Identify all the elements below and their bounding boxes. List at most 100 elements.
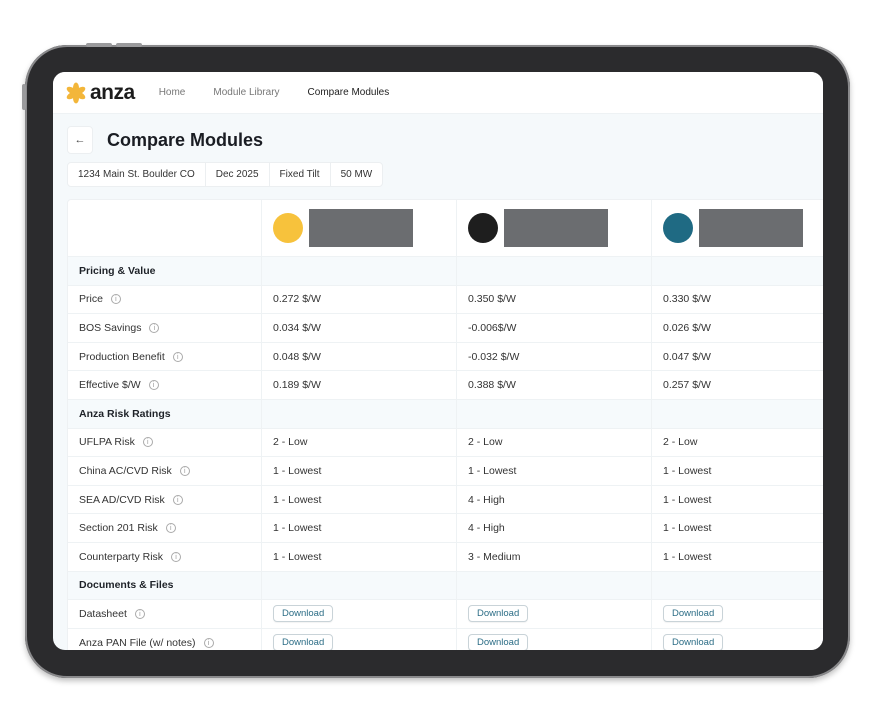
value-cell: 1 - Lowest — [262, 457, 457, 485]
value-cell: 1 - Lowest — [652, 457, 823, 485]
info-icon[interactable]: i — [165, 523, 176, 534]
row-label: China AC/CVD Risk — [79, 464, 172, 477]
empty-cell — [652, 400, 823, 428]
info-icon[interactable]: i — [179, 465, 190, 476]
row-label-cell: Price i — [68, 285, 262, 314]
volume-button — [86, 43, 112, 47]
info-icon[interactable]: i — [142, 437, 153, 448]
empty-cell — [262, 399, 457, 428]
section-title: Anza Risk Ratings — [68, 399, 262, 428]
value-cell: 1 - Lowest — [262, 542, 457, 571]
empty-cell — [652, 257, 823, 285]
info-icon[interactable]: i — [171, 551, 182, 562]
row-label: Effective $/W — [79, 379, 141, 392]
comparison-table: Pricing & Value Price i 0.272 $/W 0.350 $/W 0… — [67, 199, 823, 650]
value-cell: 1 - Lowest — [652, 543, 823, 571]
value-cell: 0.388 $/W — [457, 371, 652, 399]
table-row: Effective $/W i 0.189 $/W 0.388 $/W 0.257 $/… — [68, 371, 823, 400]
row-label-cell: Datasheet i — [68, 600, 262, 628]
empty-cell — [652, 572, 823, 600]
module-header[interactable] — [652, 200, 823, 256]
download-button[interactable]: Download — [273, 605, 334, 623]
info-icon[interactable]: i — [172, 351, 183, 362]
table-row: BOS Savings i 0.034 $/W -0.006$/W 0.026 $/W — [68, 314, 823, 343]
value-cell: 1 - Lowest — [457, 457, 652, 485]
info-icon[interactable]: i — [134, 608, 145, 619]
power-button — [22, 84, 26, 110]
value-cell: 2 - Low — [262, 428, 457, 457]
value-cell: 1 - Lowest — [652, 486, 823, 514]
row-label-cell: Effective $/W i — [68, 371, 262, 399]
empty-cell — [457, 257, 652, 285]
row-label-cell: UFLPA Risk i — [68, 428, 262, 457]
info-icon[interactable]: i — [149, 322, 160, 333]
empty-cell — [262, 257, 457, 285]
nav-module-library[interactable]: Module Library — [213, 87, 280, 98]
empty-cell — [262, 571, 457, 600]
download-button[interactable]: Download — [468, 605, 529, 623]
chip-mount: Fixed Tilt — [270, 163, 331, 186]
info-icon[interactable]: i — [110, 294, 121, 305]
table-row: Datasheet i Download Download Download — [68, 600, 823, 629]
row-label: Datasheet — [79, 607, 127, 620]
download-button[interactable]: Download — [468, 634, 529, 650]
row-label: Section 201 Risk — [79, 522, 158, 535]
table-row: China AC/CVD Risk i 1 - Lowest 1 - Lowest 1 … — [68, 457, 823, 486]
value-cell: 0.034 $/W — [262, 314, 457, 342]
download-button[interactable]: Download — [663, 634, 724, 650]
row-label: SEA AD/CVD Risk — [79, 493, 165, 506]
redacted-module-name — [504, 209, 608, 247]
value-cell: 0.189 $/W — [262, 371, 457, 399]
row-label-cell: China AC/CVD Risk i — [68, 457, 262, 485]
value-cell: 0.026 $/W — [652, 314, 823, 342]
value-cell: 0.350 $/W — [457, 285, 652, 314]
top-nav: anza Home Module Library Compare Modules — [53, 72, 823, 114]
back-button[interactable]: ← — [67, 126, 93, 154]
value-cell: -0.032 $/W — [457, 342, 652, 371]
value-cell: 0.257 $/W — [652, 371, 823, 399]
row-label-cell: Production Benefit i — [68, 342, 262, 371]
nav-compare-modules[interactable]: Compare Modules — [307, 87, 390, 98]
info-icon[interactable]: i — [148, 380, 159, 391]
section-row: Pricing & Value — [68, 257, 823, 286]
empty-cell — [457, 571, 652, 600]
row-label-cell: Anza PAN File (w/ notes) i — [68, 628, 262, 650]
section-title: Pricing & Value — [68, 257, 262, 285]
info-icon[interactable]: i — [203, 637, 214, 648]
value-cell: 3 - Medium — [457, 542, 652, 571]
table-row: Price i 0.272 $/W 0.350 $/W 0.330 $/W — [68, 285, 823, 315]
value-cell: -0.006$/W — [457, 314, 652, 342]
table-row: Counterparty Risk i 1 - Lowest 3 - Medium 1 … — [68, 542, 823, 572]
value-cell: Download — [652, 629, 823, 650]
row-label-cell: SEA AD/CVD Risk i — [68, 485, 262, 514]
value-cell: 0.047 $/W — [652, 343, 823, 371]
chip-location: 1234 Main St. Boulder CO — [68, 163, 206, 186]
arrow-left-icon: ← — [74, 134, 86, 146]
table-row: Section 201 Risk i 1 - Lowest 4 - High 1 - L… — [68, 514, 823, 543]
table-row: Anza PAN File (w/ notes) i Download Downloa… — [68, 628, 823, 650]
project-info-chips: 1234 Main St. Boulder CO Dec 2025 Fixed … — [67, 162, 384, 187]
section-title: Documents & Files — [68, 571, 262, 600]
brand-name: anza — [90, 80, 135, 104]
page-title: Compare Modules — [107, 129, 264, 150]
module-color-dot — [468, 213, 498, 243]
module-header[interactable] — [262, 200, 457, 256]
module-color-dot — [273, 213, 303, 243]
table-row: SEA AD/CVD Risk i 1 - Lowest 4 - High 1 - Lo… — [68, 485, 823, 515]
value-cell: Download — [262, 628, 457, 650]
module-header[interactable] — [457, 200, 652, 256]
download-button[interactable]: Download — [273, 634, 334, 650]
app-screen: anza Home Module Library Compare Modules… — [53, 72, 823, 650]
row-label: Anza PAN File (w/ notes) — [79, 636, 196, 649]
value-cell: 0.272 $/W — [262, 285, 457, 314]
info-icon[interactable]: i — [172, 494, 183, 505]
value-cell: 0.048 $/W — [262, 342, 457, 371]
value-cell: 0.330 $/W — [652, 286, 823, 314]
module-color-dot — [663, 213, 693, 243]
download-button[interactable]: Download — [663, 605, 724, 623]
volume-button — [116, 43, 142, 47]
section-row: Anza Risk Ratings — [68, 399, 823, 429]
value-cell: Download — [457, 628, 652, 650]
brand-logo[interactable]: anza — [65, 81, 135, 105]
nav-home[interactable]: Home — [158, 87, 186, 98]
